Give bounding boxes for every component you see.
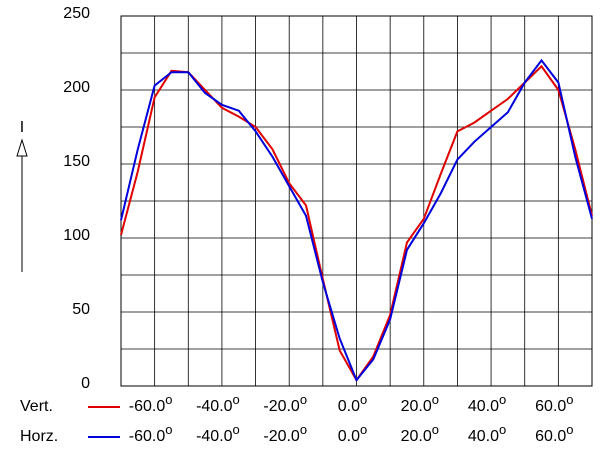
degree-symbol: o xyxy=(566,392,573,407)
x-tick-label: 20.0o xyxy=(401,422,439,445)
y-tick-label: 200 xyxy=(63,79,90,96)
x-tick-text: -60.0 xyxy=(129,428,166,445)
x-tick-label: 0.0o xyxy=(338,422,367,445)
legend-label: Horz. xyxy=(20,428,58,445)
x-tick-text: -20.0 xyxy=(263,398,300,415)
x-tick-label: 40.0o xyxy=(468,422,506,445)
x-tick-text: -40.0 xyxy=(196,428,233,445)
x-tick-label: -60.0o xyxy=(129,422,173,445)
x-tick-text: 60.0 xyxy=(535,428,566,445)
x-tick-label: -60.0o xyxy=(129,392,173,415)
x-tick-text: 40.0 xyxy=(468,428,499,445)
degree-symbol: o xyxy=(300,392,307,407)
x-tick-text: 60.0 xyxy=(535,398,566,415)
x-tick-label: -20.0o xyxy=(263,392,307,415)
x-tick-label: 20.0o xyxy=(401,392,439,415)
degree-symbol: o xyxy=(360,422,367,437)
series-line xyxy=(120,58,593,383)
x-tick-label: 60.0o xyxy=(535,392,573,415)
degree-symbol: o xyxy=(360,392,367,407)
degree-symbol: o xyxy=(233,392,240,407)
x-tick-label: 40.0o xyxy=(468,392,506,415)
y-tick-label: 50 xyxy=(72,301,90,318)
x-tick-text: -60.0 xyxy=(129,398,166,415)
degree-symbol: o xyxy=(499,392,506,407)
x-tick-label: -40.0o xyxy=(196,422,240,445)
degree-symbol: o xyxy=(432,422,439,437)
degree-symbol: o xyxy=(432,392,439,407)
x-tick-text: 0.0 xyxy=(338,428,360,445)
x-tick-label: 0.0o xyxy=(338,392,367,415)
y-tick-label: 0 xyxy=(81,375,90,392)
x-tick-label: -40.0o xyxy=(196,392,240,415)
y-tick-label: 100 xyxy=(63,227,90,244)
y-tick-label: 250 xyxy=(63,5,90,22)
degree-symbol: o xyxy=(165,422,172,437)
x-tick-text: 20.0 xyxy=(401,398,432,415)
x-tick-text: -20.0 xyxy=(263,428,300,445)
y-tick-label: 150 xyxy=(63,153,90,170)
degree-symbol: o xyxy=(566,422,573,437)
degree-symbol: o xyxy=(499,422,506,437)
x-tick-text: 0.0 xyxy=(338,398,360,415)
degree-symbol: o xyxy=(233,422,240,437)
x-tick-label: 60.0o xyxy=(535,422,573,445)
degree-symbol: o xyxy=(300,422,307,437)
x-tick-label: -20.0o xyxy=(263,422,307,445)
legend-label: Vert. xyxy=(20,398,53,415)
x-tick-text: 20.0 xyxy=(401,428,432,445)
x-tick-text: -40.0 xyxy=(196,398,233,415)
degree-symbol: o xyxy=(165,392,172,407)
y-axis-label: I xyxy=(20,119,24,136)
x-tick-text: 40.0 xyxy=(468,398,499,415)
y-axis-arrow xyxy=(16,138,28,272)
